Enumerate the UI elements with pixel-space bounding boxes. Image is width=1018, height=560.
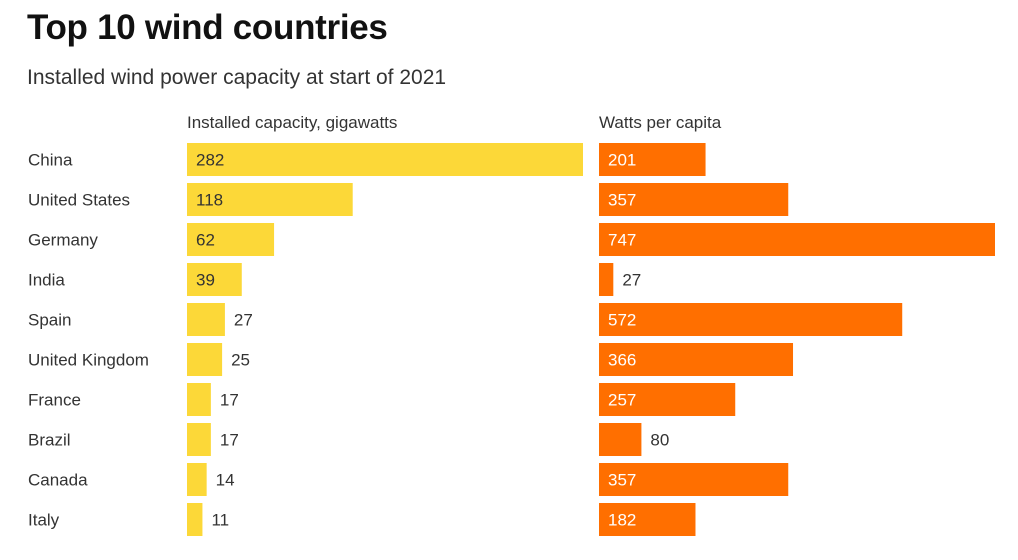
per-capita-bar xyxy=(599,383,736,416)
per-capita-bar xyxy=(599,143,706,176)
capacity-value-label: 17 xyxy=(220,431,239,450)
capacity-bar xyxy=(187,423,211,456)
category-label: United Kingdom xyxy=(28,351,149,370)
capacity-value-label: 11 xyxy=(211,511,229,530)
category-label: France xyxy=(28,391,81,410)
capacity-bar xyxy=(187,183,353,216)
capacity-bar xyxy=(187,223,275,256)
category-label: Italy xyxy=(28,511,60,530)
capacity-bar xyxy=(187,143,583,176)
per-capita-bar xyxy=(599,263,614,296)
per-capita-panel-title: Watts per capita xyxy=(599,113,722,132)
capacity-bar xyxy=(187,263,242,296)
capacity-bar xyxy=(187,383,211,416)
per-capita-value-label: 366 xyxy=(608,351,636,370)
category-label: Brazil xyxy=(28,431,71,450)
capacity-value-label: 25 xyxy=(231,351,250,370)
per-capita-bar xyxy=(599,343,794,376)
per-capita-bar xyxy=(599,303,903,336)
category-label: United States xyxy=(28,191,130,210)
per-capita-bar xyxy=(599,423,642,456)
capacity-value-label: 39 xyxy=(196,271,215,290)
capacity-value-label: 17 xyxy=(220,391,239,410)
capacity-panel-title: Installed capacity, gigawatts xyxy=(187,113,398,132)
capacity-value-label: 118 xyxy=(196,191,223,210)
capacity-value-label: 14 xyxy=(216,471,235,490)
category-label: Germany xyxy=(28,231,98,250)
per-capita-value-label: 257 xyxy=(608,391,636,410)
capacity-bar xyxy=(187,503,203,536)
capacity-value-label: 282 xyxy=(196,151,224,170)
chart-subtitle: Installed wind power capacity at start o… xyxy=(27,66,447,89)
per-capita-value-label: 357 xyxy=(608,191,636,210)
per-capita-bar xyxy=(599,223,995,256)
per-capita-value-label: 572 xyxy=(608,311,636,330)
capacity-bar xyxy=(187,463,207,496)
per-capita-value-label: 747 xyxy=(608,231,636,250)
category-label: China xyxy=(28,151,73,170)
per-capita-value-label: 182 xyxy=(608,511,636,530)
per-capita-value-label: 80 xyxy=(650,431,669,450)
per-capita-value-label: 357 xyxy=(608,471,636,490)
capacity-bar xyxy=(187,343,223,376)
capacity-value-label: 27 xyxy=(234,311,253,330)
per-capita-bar xyxy=(599,183,789,216)
capacity-value-label: 62 xyxy=(196,231,215,250)
capacity-bar xyxy=(187,303,225,336)
category-label: Canada xyxy=(28,471,88,490)
per-capita-bar xyxy=(599,463,789,496)
category-label: Spain xyxy=(28,311,71,330)
per-capita-value-label: 27 xyxy=(622,271,641,290)
per-capita-value-label: 201 xyxy=(608,151,636,170)
chart-title: Top 10 wind countries xyxy=(27,8,388,47)
per-capita-bar xyxy=(599,503,696,536)
category-label: India xyxy=(28,271,65,290)
